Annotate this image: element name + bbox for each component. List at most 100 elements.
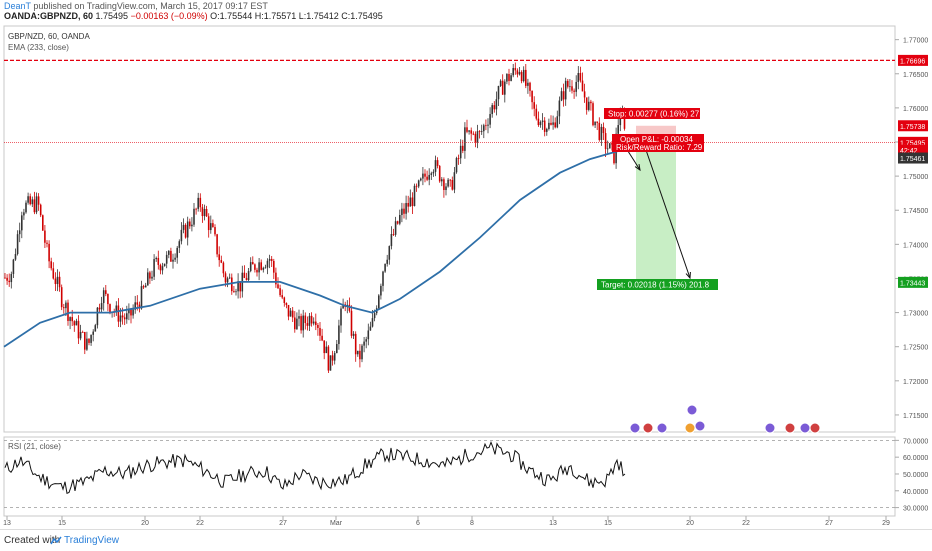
candle-body <box>52 268 55 279</box>
tradingview-brand-link[interactable]: TradingView <box>64 535 120 546</box>
candle-body <box>441 179 443 182</box>
price-tag-label: 1.75461 <box>900 156 925 163</box>
candle-body <box>491 105 493 115</box>
candle-body <box>449 179 451 181</box>
candle-body <box>569 86 571 88</box>
candle-body <box>281 295 283 298</box>
rsi-pane[interactable] <box>3 436 896 517</box>
candle-body <box>212 223 214 228</box>
candle-body <box>77 320 80 339</box>
time-tick-label: 27 <box>825 520 833 527</box>
candle-body <box>31 199 34 205</box>
candle-body <box>132 309 134 316</box>
candle-body <box>623 113 626 129</box>
candle-body <box>285 302 288 305</box>
candle-body <box>453 172 456 190</box>
candle-body <box>4 277 6 279</box>
candle-body <box>413 185 416 206</box>
stop-label[interactable]: Stop: 0.00277 (0.16%) 27.7 <box>604 108 706 119</box>
candle-body <box>577 73 580 82</box>
event-icons[interactable] <box>629 404 821 434</box>
candle-body <box>520 72 523 82</box>
candle-body <box>123 317 126 320</box>
candle-body <box>58 276 61 288</box>
candle-body <box>39 204 42 216</box>
target-label[interactable]: Target: 0.02018 (1.15%) 201.8 <box>597 279 718 290</box>
price-tick-label: 1.72500 <box>903 345 928 352</box>
candle-body <box>277 284 279 289</box>
candle-body <box>588 101 590 110</box>
candle-body <box>430 173 433 175</box>
candle-body <box>497 85 500 100</box>
candle-body <box>37 196 40 205</box>
time-axis[interactable]: 13 15 20 22 27 Mar 6 8 13 15 20 22 27 29 <box>3 516 890 527</box>
candle-body <box>182 224 185 230</box>
candle-body <box>331 355 334 361</box>
candle-body <box>422 173 424 179</box>
time-tick-label: Mar <box>330 520 343 527</box>
time-tick-label: 22 <box>196 520 204 527</box>
candle-body <box>35 196 38 213</box>
candle-body <box>556 116 559 128</box>
pnl-label[interactable]: Open P&L: -0.00034 Risk/Reward Ratio: 7.… <box>612 134 704 152</box>
levels <box>4 59 895 143</box>
candle-body <box>16 234 19 255</box>
candle-body <box>268 258 271 261</box>
author-link[interactable]: DeanT <box>4 1 31 11</box>
candle-body <box>573 90 575 92</box>
candle-body <box>191 224 193 227</box>
candle-body <box>126 313 128 320</box>
candle-body <box>50 261 52 269</box>
candle-body <box>44 230 46 243</box>
candle-body <box>100 303 103 310</box>
price-axis[interactable]: 1.770001.765001.760001.755001.750001.745… <box>895 38 928 420</box>
rsi-tick-label: 30.0000 <box>903 506 928 513</box>
price-tick-label: 1.76500 <box>903 72 928 79</box>
candle-body <box>176 247 178 258</box>
time-tick-label: 22 <box>742 520 750 527</box>
candle-body <box>262 267 265 270</box>
candle-body <box>63 307 65 309</box>
event-icon <box>764 422 776 434</box>
candle-body <box>48 243 50 262</box>
candle-body <box>468 130 470 132</box>
candle-body <box>243 272 246 278</box>
candle-body <box>306 323 309 326</box>
price-pane[interactable] <box>3 25 896 433</box>
footer: Created with TradingView <box>0 529 932 551</box>
candle-body <box>388 246 391 260</box>
ema-line <box>3 147 627 348</box>
candle-body <box>56 276 59 285</box>
candle-body <box>415 185 418 187</box>
candle-body <box>558 100 561 117</box>
price-tag-label: 1.75495 <box>900 140 925 147</box>
event-icon <box>694 420 706 432</box>
candle-body <box>350 310 353 336</box>
chart-header: DeanT published on TradingView.com, Marc… <box>0 0 932 22</box>
candle-body <box>527 82 529 86</box>
candle-body <box>619 114 622 126</box>
candle-body <box>499 80 502 86</box>
candle-body <box>432 171 435 174</box>
candle-body <box>270 258 273 261</box>
candle-body <box>283 297 286 303</box>
candle-body <box>501 80 504 95</box>
price-chart[interactable]: 1.770001.765001.760001.755001.750001.745… <box>0 22 932 529</box>
candle-body <box>323 340 325 354</box>
candle-body <box>363 341 365 346</box>
candle-body <box>420 178 422 181</box>
candle-body <box>180 229 183 242</box>
candle-body <box>535 108 538 119</box>
candle-body <box>327 346 330 371</box>
candle-body <box>373 313 376 319</box>
rsi-tick-label: 50.0000 <box>903 472 928 479</box>
candle-body <box>606 148 609 150</box>
candle-body <box>157 257 160 265</box>
candle-body <box>392 234 395 235</box>
candle-body <box>308 315 311 326</box>
candle-body <box>409 197 412 207</box>
price-tick-label: 1.77000 <box>903 38 928 45</box>
candle-body <box>189 221 191 227</box>
candle-body <box>228 277 231 279</box>
candle-body <box>394 221 397 235</box>
